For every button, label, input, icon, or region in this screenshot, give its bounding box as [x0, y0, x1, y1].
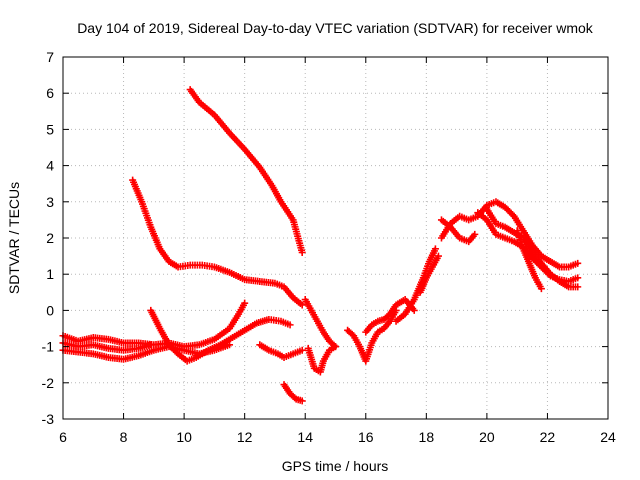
x-tick-label: 18 — [419, 429, 435, 445]
series-arc-5 — [59, 339, 155, 354]
data-point — [241, 299, 249, 307]
y-tick-label: -1 — [42, 339, 55, 355]
y-tick-label: 7 — [46, 49, 54, 65]
y-tick-label: -2 — [42, 375, 55, 391]
series-arc-14 — [416, 252, 442, 296]
x-tick-label: 12 — [237, 429, 253, 445]
y-tick-label: 2 — [46, 230, 54, 246]
y-tick-label: 4 — [46, 158, 54, 174]
data-point — [431, 245, 439, 253]
data-point — [298, 346, 306, 354]
x-tick-label: 10 — [176, 429, 192, 445]
x-tick-label: 16 — [358, 429, 374, 445]
data-point — [537, 285, 545, 293]
y-tick-label: 3 — [46, 194, 54, 210]
series-arc-2 — [129, 176, 306, 309]
y-axis-label: SDTVAR / TECUs — [6, 182, 22, 294]
data-point — [332, 343, 339, 351]
data-point — [291, 394, 299, 402]
series-arc-19 — [513, 227, 545, 293]
data-point — [348, 330, 356, 338]
series-arc-10 — [301, 296, 339, 351]
x-tick-label: 14 — [297, 429, 313, 445]
chart-title: Day 104 of 2019, Sidereal Day-to-day VTE… — [77, 20, 594, 36]
data-point — [434, 252, 442, 260]
data-point — [574, 274, 582, 282]
x-tick-label: 24 — [600, 429, 616, 445]
x-tick-label: 8 — [120, 429, 128, 445]
y-tick-label: -3 — [42, 411, 55, 427]
y-tick-label: 0 — [46, 302, 54, 318]
data-point — [574, 259, 582, 267]
y-tick-label: 5 — [46, 121, 54, 137]
series-arc-1 — [186, 86, 306, 256]
data-point — [410, 306, 418, 314]
data-point — [286, 321, 294, 329]
data-point — [509, 211, 517, 219]
data-point — [471, 230, 479, 238]
series-arc-11 — [344, 306, 400, 365]
x-axis-label: GPS time / hours — [282, 458, 389, 474]
series-arc-16 — [437, 216, 479, 246]
data-point — [330, 341, 338, 349]
y-tick-label: 6 — [46, 85, 54, 101]
x-tick-label: 6 — [59, 429, 67, 445]
data-points — [59, 86, 582, 405]
series-arc-7 — [256, 341, 306, 361]
data-point — [298, 397, 306, 405]
series-arc-12 — [362, 296, 418, 336]
data-point — [226, 341, 234, 349]
series-arc-8 — [280, 381, 306, 405]
data-point — [147, 341, 155, 349]
data-point — [574, 283, 582, 291]
x-tick-label: 20 — [479, 429, 495, 445]
data-point — [298, 248, 306, 256]
series-arc-13 — [392, 245, 439, 325]
data-point — [298, 301, 306, 309]
series-arc-9 — [304, 343, 339, 376]
x-tick-label: 22 — [540, 429, 556, 445]
series-arc-6 — [147, 306, 294, 365]
y-tick-label: 1 — [46, 266, 54, 282]
